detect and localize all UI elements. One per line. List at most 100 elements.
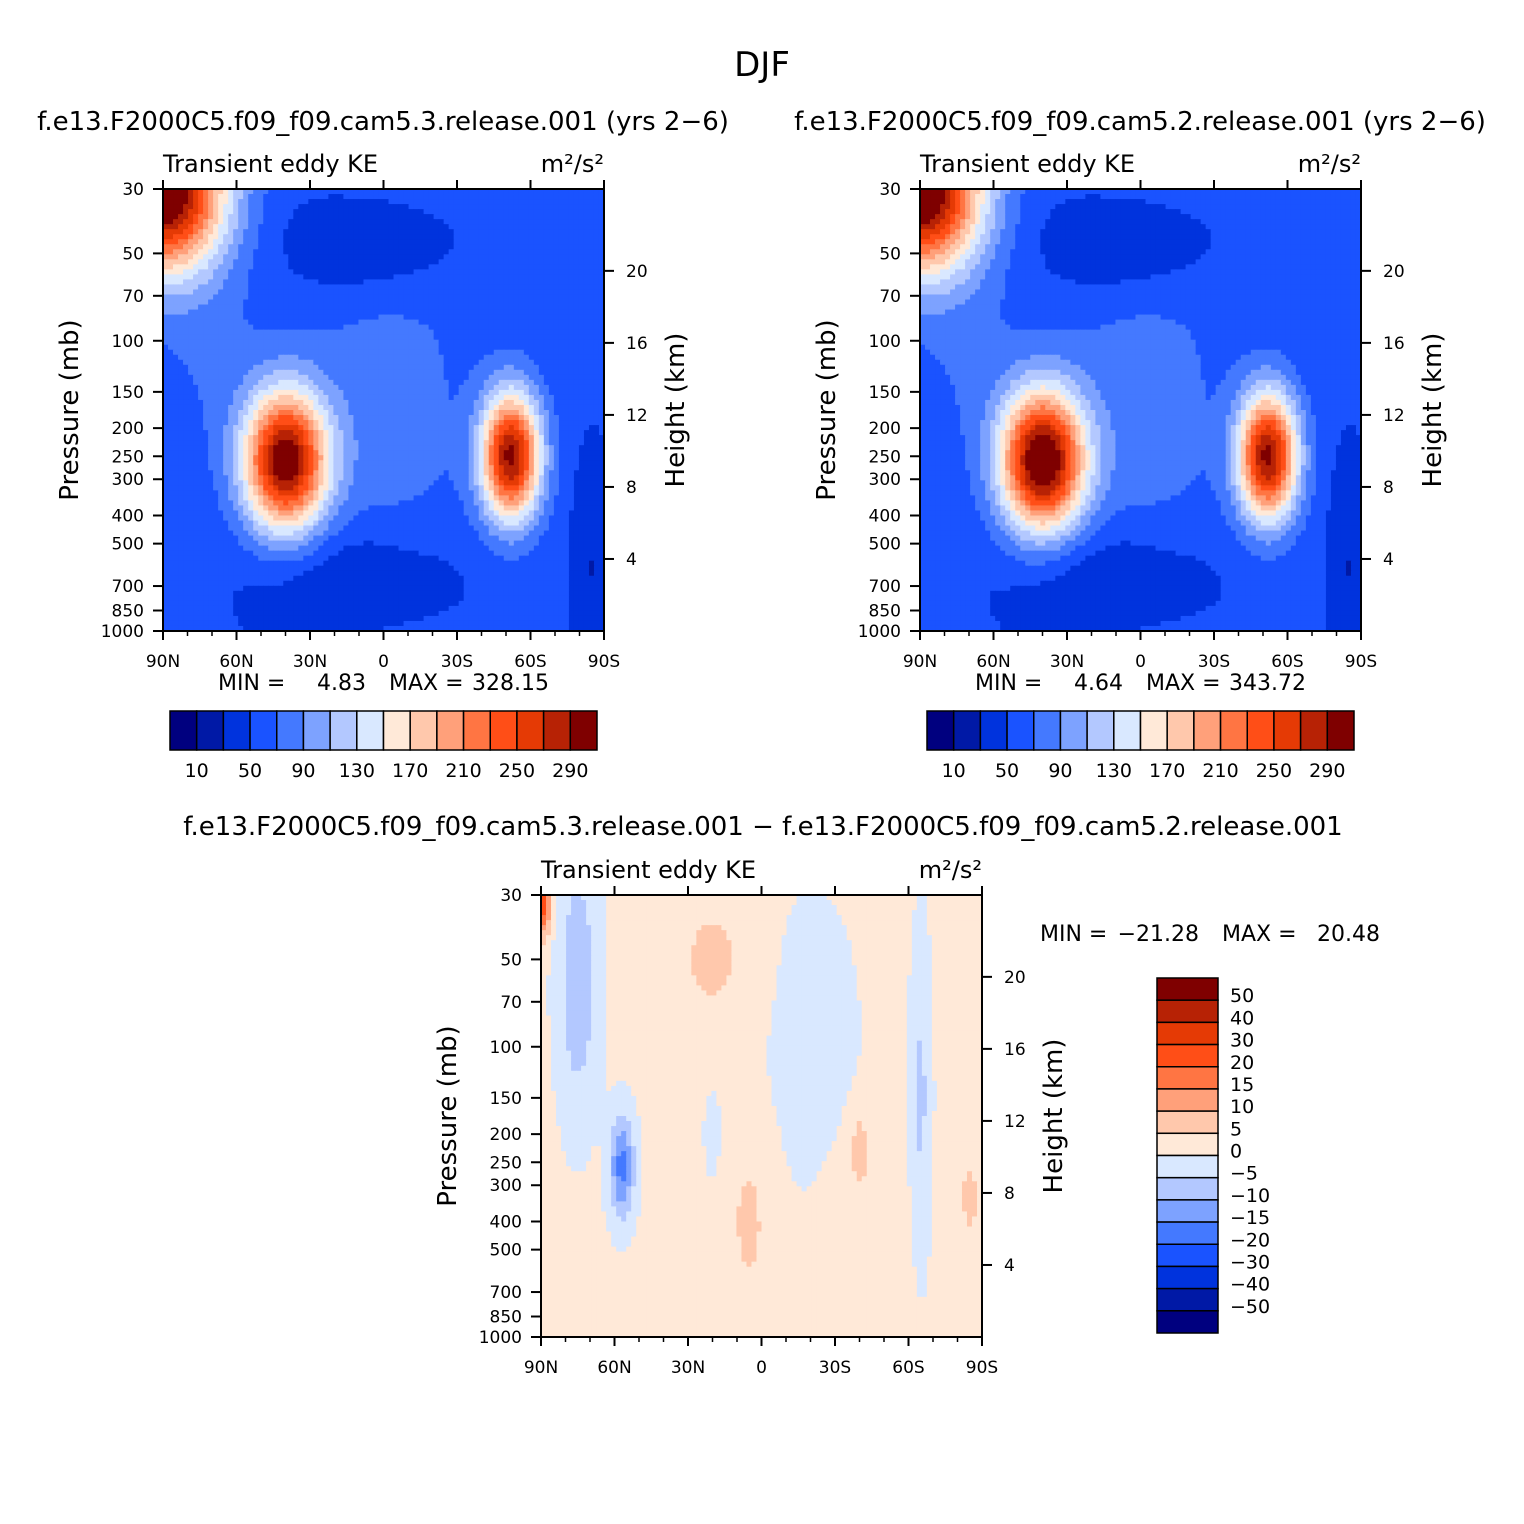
field-cell xyxy=(383,314,390,321)
field-cell xyxy=(453,339,460,346)
field-cell xyxy=(213,269,219,275)
field-cell xyxy=(288,214,294,220)
field-cell xyxy=(413,264,420,270)
field-cell xyxy=(588,379,595,386)
field-cell xyxy=(363,204,370,210)
field-cell xyxy=(368,219,375,225)
field-cell xyxy=(538,219,545,225)
field-cell xyxy=(378,269,385,275)
field-cell xyxy=(398,359,405,366)
field-cell xyxy=(418,304,425,311)
field-cell xyxy=(163,374,169,381)
field-cell xyxy=(328,204,334,210)
field-cell xyxy=(428,349,435,356)
field-cell xyxy=(283,339,289,346)
field-cell xyxy=(363,229,370,235)
field-cell xyxy=(478,404,485,411)
field-cell xyxy=(543,455,550,461)
field-cell xyxy=(553,244,560,250)
field-cell xyxy=(258,264,264,270)
field-cell xyxy=(453,349,460,356)
field-cell xyxy=(333,204,339,210)
field-cell xyxy=(458,384,465,391)
field-cell xyxy=(493,209,500,215)
field-cell xyxy=(268,209,274,215)
field-cell xyxy=(353,299,360,306)
field-cell xyxy=(218,284,224,291)
field-cell xyxy=(403,214,410,220)
field-cell xyxy=(308,309,314,316)
field-cell xyxy=(588,465,595,471)
field-cell xyxy=(563,279,570,286)
field-cell xyxy=(478,239,485,245)
field-cell xyxy=(433,404,440,411)
field-cell xyxy=(503,204,510,210)
field-cell xyxy=(513,219,520,225)
field-cell xyxy=(378,369,385,376)
field-cell xyxy=(233,415,239,421)
field-cell xyxy=(558,379,565,386)
field-cell xyxy=(188,455,194,461)
field-cell xyxy=(533,274,540,281)
field-cell xyxy=(303,359,309,366)
field-cell xyxy=(298,349,304,356)
field-cell xyxy=(188,249,194,255)
field-cell xyxy=(448,264,455,270)
field-cell xyxy=(353,319,360,326)
field-cell xyxy=(193,425,199,431)
field-cell xyxy=(253,440,259,446)
field-cell xyxy=(163,264,169,270)
field-cell xyxy=(338,219,345,225)
field-cell xyxy=(173,269,179,275)
field-cell xyxy=(363,189,370,195)
field-cell xyxy=(378,460,385,466)
field-cell xyxy=(403,344,410,351)
field-cell xyxy=(213,445,219,451)
field-cell xyxy=(408,194,415,200)
field-cell xyxy=(293,274,299,281)
field-cell xyxy=(198,455,204,461)
field-cell xyxy=(498,254,505,260)
field-cell xyxy=(593,369,600,376)
field-cell xyxy=(503,254,510,260)
field-cell xyxy=(573,440,580,446)
field-cell xyxy=(458,389,465,396)
field-cell xyxy=(418,379,425,386)
field-cell xyxy=(523,415,530,421)
field-cell xyxy=(543,324,550,331)
field-cell xyxy=(418,384,425,391)
field-cell xyxy=(168,294,174,301)
field-cell xyxy=(493,384,500,391)
field-cell xyxy=(418,259,425,265)
field-cell xyxy=(218,259,224,265)
field-cell xyxy=(548,430,555,436)
field-cell xyxy=(248,259,254,265)
field-cell xyxy=(203,264,209,270)
field-cell xyxy=(503,214,510,220)
field-cell xyxy=(218,244,224,250)
field-cell xyxy=(378,299,385,306)
field-cell xyxy=(388,299,395,306)
field-cell xyxy=(548,224,555,230)
field-cell xyxy=(303,415,309,421)
field-cell xyxy=(493,229,500,235)
field-cell xyxy=(453,404,460,411)
field-cell xyxy=(238,319,244,326)
field-cell xyxy=(223,329,229,336)
field-cell xyxy=(338,269,345,275)
field-cell xyxy=(568,364,575,371)
field-cell xyxy=(283,319,289,326)
field-cell xyxy=(188,450,194,456)
field-cell xyxy=(198,384,204,391)
field-cell xyxy=(513,369,520,376)
field-cell xyxy=(318,289,324,296)
field-cell xyxy=(243,450,249,456)
field-cell xyxy=(193,420,199,426)
field-cell xyxy=(388,455,395,461)
field-cell xyxy=(403,384,410,391)
field-cell xyxy=(468,465,475,471)
field-cell xyxy=(523,430,530,436)
field-cell xyxy=(553,389,560,396)
field-cell xyxy=(468,394,475,401)
field-cell xyxy=(228,249,234,255)
